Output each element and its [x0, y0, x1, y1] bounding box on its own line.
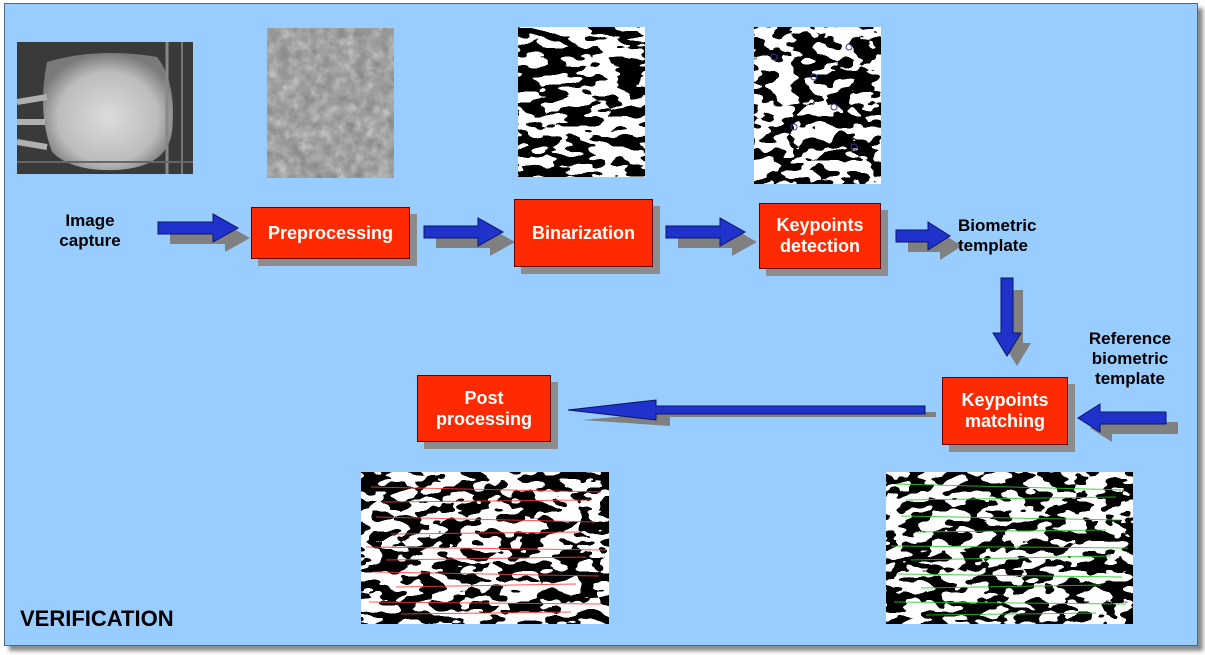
keypoints-match-image: [886, 472, 1133, 624]
binarized-image: [518, 27, 645, 177]
arrow-capture-to-preprocessing: [157, 213, 240, 243]
keypoints-image: [754, 27, 881, 184]
section-title: VERIFICATION: [20, 606, 174, 631]
preprocessing-box: Preprocessing: [251, 207, 410, 259]
biometric-template-label: Biometric template: [958, 216, 1037, 255]
arrow-matching-to-postprocessing: [567, 399, 926, 421]
arrow-preprocessing-to-binarization: [423, 217, 505, 247]
image-capture-label: Image capture: [59, 211, 121, 250]
post-processing-match-image: [361, 472, 609, 624]
arrow-binarization-to-keypoints: [665, 217, 747, 247]
palm-capture-image: [17, 42, 193, 174]
arrow-shadow: [582, 412, 936, 426]
keypoints-detection-box: Keypoints detection: [759, 203, 881, 269]
arrow-keypoints-to-template: [895, 221, 951, 251]
arrow-reference-to-matching: [1077, 403, 1167, 433]
post-processing-box: Post processing: [417, 375, 551, 442]
reference-template-label: Reference biometric template: [1088, 329, 1172, 388]
arrow-template-to-matching: [992, 277, 1022, 357]
binarization-box: Binarization: [514, 199, 653, 267]
preprocessed-image: [267, 28, 394, 178]
keypoints-matching-box: Keypoints matching: [942, 377, 1068, 445]
